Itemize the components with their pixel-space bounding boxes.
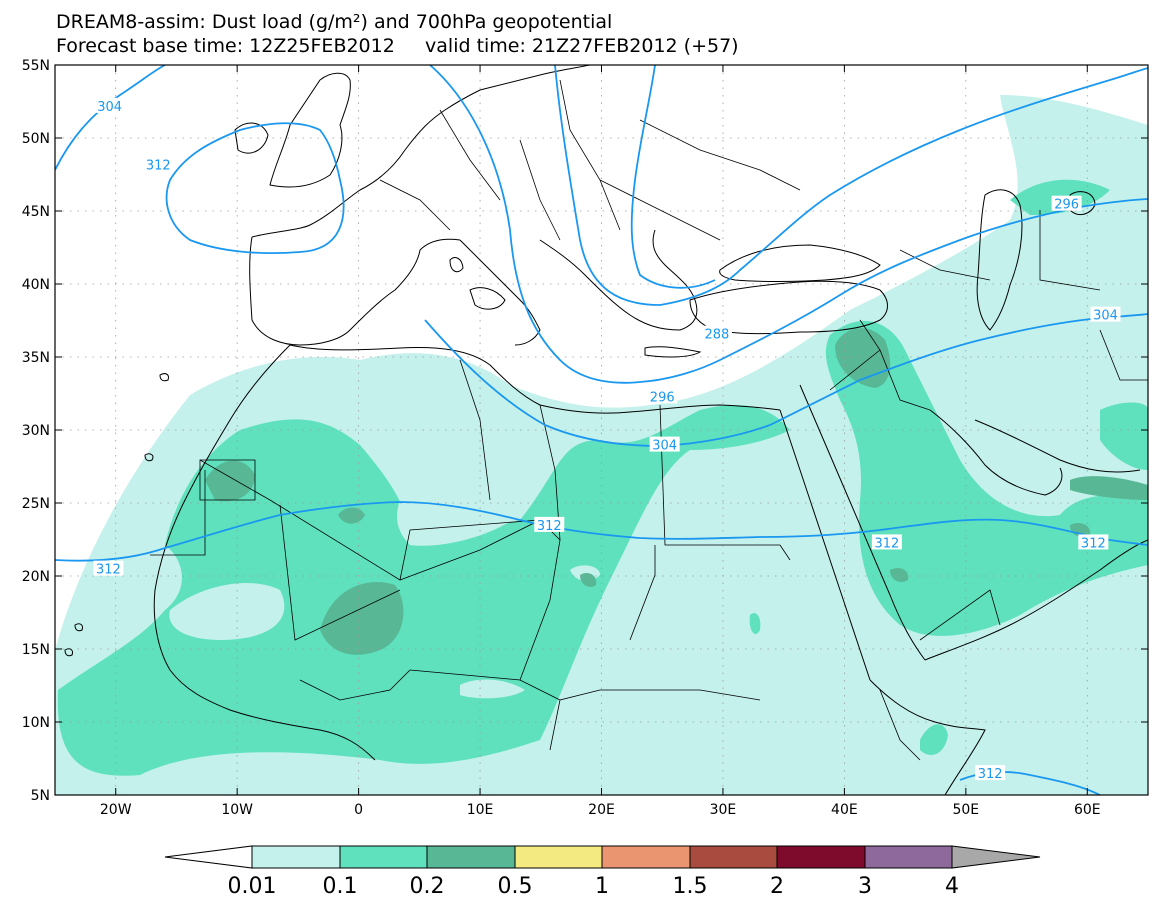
- lon-label: 60E: [1074, 802, 1101, 818]
- contour-label-background: [94, 97, 125, 113]
- colorbar-swatch-8: [864, 845, 953, 869]
- coastlines: [64, 65, 1148, 795]
- colorbar-label-1.5: 1.5: [673, 874, 708, 899]
- lon-label: 10W: [221, 802, 253, 818]
- contour-label-background: [1051, 195, 1082, 211]
- lon-label: 50E: [952, 802, 979, 818]
- lat-label: 15N: [22, 642, 50, 658]
- country-borders: [150, 79, 1148, 761]
- lat-label: 50N: [22, 131, 50, 147]
- lon-label: 10E: [467, 802, 494, 818]
- contour-label: 288: [704, 328, 729, 343]
- contour-label-background: [701, 325, 732, 341]
- contour-label: 312: [978, 767, 1003, 782]
- contour-label: 296: [650, 390, 675, 405]
- colorbar: 0.01 0.1 0.2 0.5 1 1.5 2 3 4: [164, 845, 1041, 899]
- lat-label: 5N: [31, 788, 50, 804]
- lon-label: 30E: [710, 802, 737, 818]
- lat-label: 35N: [22, 350, 50, 366]
- lon-label: 40E: [831, 802, 858, 818]
- dust-level-0.1-area: [57, 179, 1148, 776]
- lat-label: 55N: [22, 58, 50, 74]
- contour-label: 304: [652, 439, 677, 454]
- contour-label-background: [649, 436, 680, 452]
- map-graticule: [55, 65, 1148, 795]
- contour-label-background: [93, 560, 124, 576]
- contour-label-background: [1078, 534, 1109, 550]
- contour-label: 304: [1093, 309, 1118, 324]
- dust-gaps: [169, 487, 600, 699]
- colorbar-label-0.01: 0.01: [228, 874, 277, 899]
- contour-label: 312: [537, 519, 562, 534]
- colorbar-label-0.1: 0.1: [323, 874, 358, 899]
- colorbar-swatch-5: [601, 845, 691, 869]
- dust-level-0.2-area: [205, 328, 1148, 655]
- lat-label: 45N: [22, 204, 50, 220]
- colorbar-swatch-4: [514, 845, 603, 869]
- contour-label-background: [975, 765, 1006, 781]
- contour-label-background: [871, 534, 902, 550]
- contour-label-background: [534, 516, 565, 532]
- lat-label: 10N: [22, 715, 50, 731]
- colorbar-label-0.2: 0.2: [410, 874, 445, 899]
- colorbar-label-4: 4: [945, 874, 959, 899]
- colorbar-label-0.5: 0.5: [498, 874, 533, 899]
- contour-label: 312: [146, 158, 171, 173]
- axis-ticks: [55, 64, 1148, 796]
- contour-label-background: [1090, 306, 1121, 322]
- lat-label: 40N: [22, 277, 50, 293]
- colorbar-swatch-2: [339, 845, 428, 869]
- contour-label: 296: [1054, 198, 1079, 213]
- lon-label: 0: [354, 802, 363, 818]
- longitude-labels: 20W 10W 0 10E 20E 30E 40E 50E 60E: [100, 802, 1101, 818]
- colorbar-under-arrow: [164, 845, 253, 869]
- contour-label: 304: [97, 100, 122, 115]
- lon-label: 20E: [588, 802, 615, 818]
- latitude-labels: 55N 50N 45N 40N 35N 30N 25N 20N 15N 10N 5N: [22, 58, 50, 804]
- geopotential-contours: [55, 65, 1148, 795]
- colorbar-over-arrow: [951, 845, 1041, 869]
- colorbar-label-3: 3: [858, 874, 872, 899]
- map-title: DREAM8-assim: Dust load (g/m²) and 700hP…: [56, 11, 613, 33]
- colorbar-swatch-6: [689, 845, 778, 869]
- colorbar-swatch-1: [251, 845, 341, 869]
- contour-label: 312: [1081, 536, 1106, 551]
- colorbar-swatch-7: [776, 845, 866, 869]
- colorbar-label-2: 2: [770, 874, 784, 899]
- colorbar-swatch-3: [426, 845, 516, 869]
- contour-label-background: [143, 156, 174, 172]
- colorbar-label-1: 1: [595, 874, 609, 899]
- lat-label: 20N: [22, 569, 50, 585]
- map-area: 304 312 296 288 304 296 304 312 312 312 312 312: [55, 65, 1148, 795]
- map-subtitle: Forecast base time: 12Z25FEB2012 valid t…: [56, 35, 739, 57]
- contour-label-background: [647, 388, 678, 404]
- lon-label: 20W: [100, 802, 132, 818]
- contour-label: 312: [96, 563, 121, 578]
- contour-label: 312: [874, 536, 899, 551]
- lat-label: 30N: [22, 423, 50, 439]
- lat-label: 25N: [22, 496, 50, 512]
- contour-labels: 304 312 296 288 304 296 304 312 312 312 312 312: [93, 97, 1121, 782]
